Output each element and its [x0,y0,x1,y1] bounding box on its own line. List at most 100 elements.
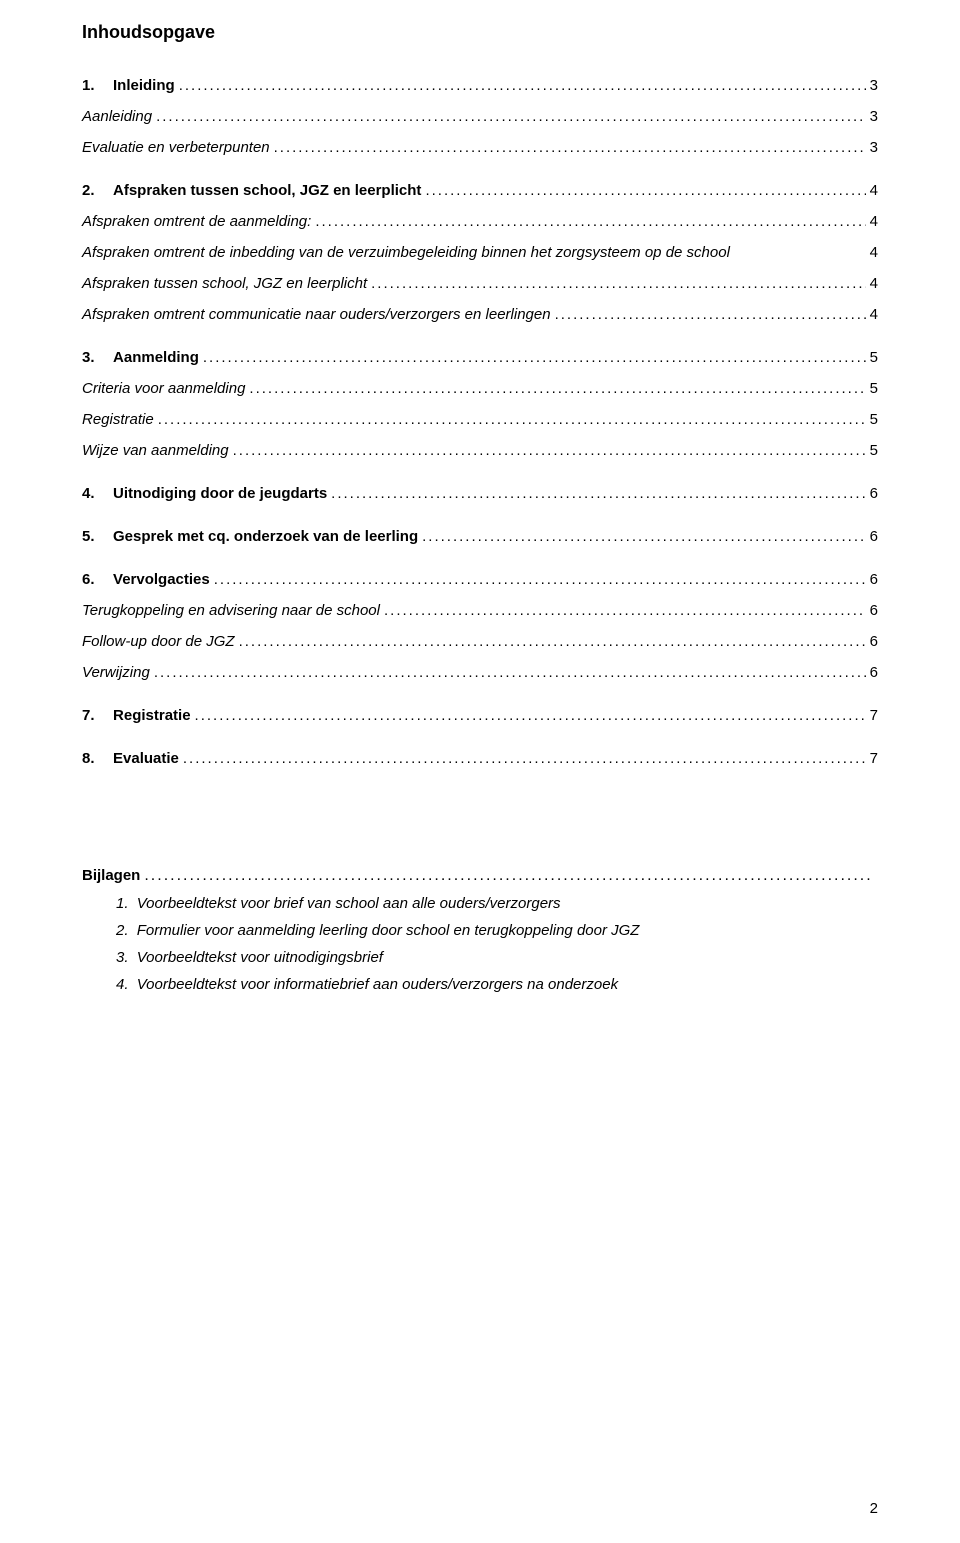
toc-leader: ........................................… [154,409,866,430]
toc-entry-label: Uitnodiging door de jeugdarts [107,483,327,504]
toc-entry-number: 6. [82,569,107,590]
page: Inhoudsopgave 1. Inleiding..............… [0,0,960,1543]
toc-row: 8. Evaluatie............................… [82,748,878,769]
toc-row: Aanleiding..............................… [82,106,878,127]
attachment-number: 3. [116,949,133,966]
toc-row: 6. Vervolgacties........................… [82,569,878,590]
attachment-row: 2. Formulier voor aanmelding leerling do… [82,922,878,939]
toc-row: 1. Inleiding............................… [82,75,878,96]
toc-page-number: 4 [866,180,878,201]
toc-entry-label: Afspraken omtrent communicatie naar oude… [82,304,551,325]
toc-title: Inhoudsopgave [82,22,878,43]
toc-entry-number: 8. [82,748,107,769]
toc-entry-label: Registratie [107,705,191,726]
toc-leader: ........................................… [380,600,866,621]
toc-leader: ........................................… [152,106,866,127]
toc-page-number: 6 [866,631,878,652]
spacer [82,736,878,748]
toc-page-number: 5 [866,347,878,368]
toc-leader: ........................................… [140,867,874,885]
toc-leader: ........................................… [270,137,866,158]
toc-entry-number: 5. [82,526,107,547]
attachment-label: Formulier voor aanmelding leerling door … [133,922,640,939]
toc-leader: ........................................… [150,662,866,683]
toc-entry-label: Criteria voor aanmelding [82,378,245,399]
spacer [82,335,878,347]
attachment-row: 4. Voorbeeldtekst voor informatiebrief a… [82,976,878,993]
attachment-label: Voorbeeldtekst voor brief van school aan… [133,895,561,912]
toc-page-number: 6 [866,526,878,547]
toc-entry-label: Evaluatie en verbeterpunten [82,137,270,158]
toc-row: Follow-up door de JGZ...................… [82,631,878,652]
spacer [82,168,878,180]
toc-entry-label: Evaluatie [107,748,179,769]
toc-entry-label: Terugkoppeling en advisering naar de sch… [82,600,380,621]
toc-page-number: 3 [866,106,878,127]
toc-entry-label: Aanleiding [82,106,152,127]
toc-page-number: 6 [866,483,878,504]
attachments-list: 1. Voorbeeldtekst voor brief van school … [82,895,878,993]
toc-leader: ........................................… [245,378,865,399]
toc-leader: ........................................… [551,304,866,325]
attachments-heading-row: Bijlagen ...............................… [82,867,878,885]
toc-row: Afspraken omtrent communicatie naar oude… [82,304,878,325]
toc-leader: ........................................… [179,748,866,769]
toc-leader: ........................................… [311,211,865,232]
toc-page-number: 5 [866,409,878,430]
toc-entry-label: Afspraken omtrent de aanmelding: [82,211,311,232]
spacer [82,779,878,823]
toc-entry-label: Afspraken tussen school, JGZ en leerplic… [82,273,367,294]
toc-entry-label: Follow-up door de JGZ [82,631,235,652]
page-number: 2 [870,1500,878,1517]
toc-row: Criteria voor aanmelding................… [82,378,878,399]
spacer [82,693,878,705]
toc-page-number: 5 [866,440,878,461]
toc-leader: ........................................… [210,569,866,590]
toc-entry-number: 1. [82,75,107,96]
toc-page-number: 6 [866,600,878,621]
toc-page-number: 4 [866,211,878,232]
toc-row: 5. Gesprek met cq. onderzoek van de leer… [82,526,878,547]
toc-entry-label: Afspraken tussen school, JGZ en leerplic… [107,180,421,201]
toc-entry-label: Wijze van aanmelding [82,440,229,461]
toc-page-number: 7 [866,748,878,769]
toc-row: 4. Uitnodiging door de jeugdarts........… [82,483,878,504]
toc-entry-label: Afspraken omtrent de inbedding van de ve… [82,242,866,263]
toc-page-number: 5 [866,378,878,399]
attachment-row: 1. Voorbeeldtekst voor brief van school … [82,895,878,912]
toc-entry-label: Gesprek met cq. onderzoek van de leerlin… [107,526,418,547]
toc-leader: ........................................… [229,440,866,461]
toc-entry-label: Aanmelding [107,347,199,368]
toc-leader: ........................................… [199,347,866,368]
spacer [82,514,878,526]
toc-entry-label: Inleiding [107,75,175,96]
toc-row: Wijze van aanmelding....................… [82,440,878,461]
toc-leader: ........................................… [235,631,866,652]
toc-leader: ........................................… [421,180,865,201]
toc-page-number: 6 [866,569,878,590]
attachment-number: 1. [116,895,133,912]
toc-row: 7. Registratie..........................… [82,705,878,726]
toc-list: 1. Inleiding............................… [82,75,878,769]
toc-leader: ........................................… [175,75,866,96]
toc-entry-number: 3. [82,347,107,368]
toc-entry-number: 4. [82,483,107,504]
toc-page-number: 4 [866,242,878,263]
toc-page-number: 7 [866,705,878,726]
toc-row: 3. Aanmelding...........................… [82,347,878,368]
toc-page-number: 4 [866,304,878,325]
toc-page-number: 3 [866,137,878,158]
toc-leader: ........................................… [327,483,865,504]
attachments-heading: Bijlagen [82,867,140,884]
toc-row: Afspraken omtrent de inbedding van de ve… [82,242,878,263]
spacer [82,471,878,483]
toc-entry-label: Vervolgacties [107,569,210,590]
toc-page-number: 3 [866,75,878,96]
toc-row: Verwijzing..............................… [82,662,878,683]
attachment-row: 3. Voorbeeldtekst voor uitnodigingsbrief [82,949,878,966]
toc-page-number: 4 [866,273,878,294]
toc-entry-number: 7. [82,705,107,726]
toc-entry-label: Verwijzing [82,662,150,683]
toc-leader: ........................................… [191,705,866,726]
toc-entry-number: 2. [82,180,107,201]
